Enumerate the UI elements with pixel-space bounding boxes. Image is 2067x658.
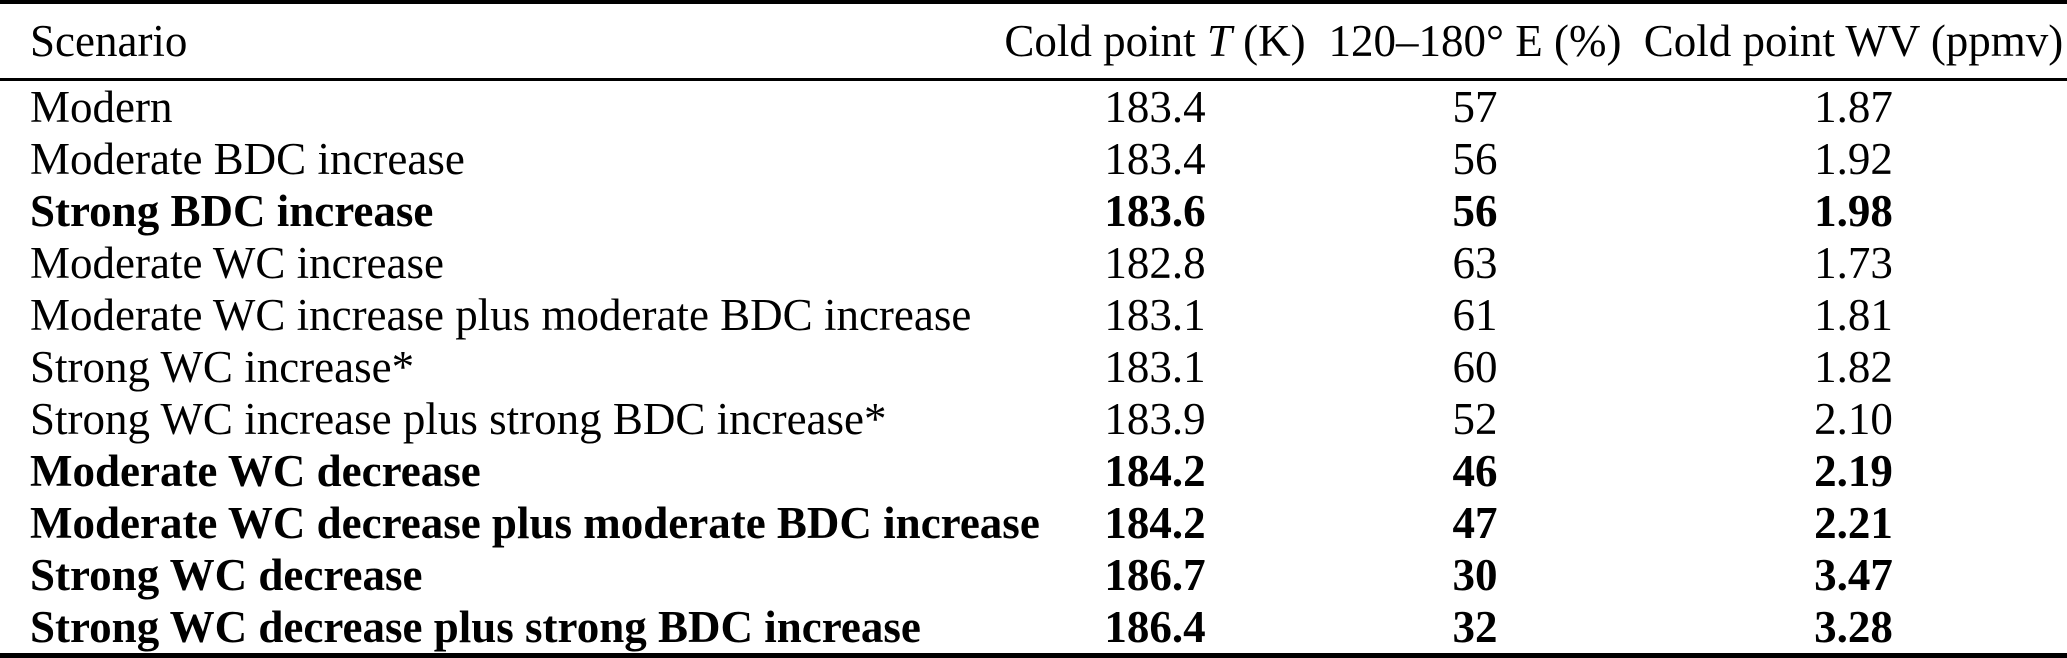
wv-ppmv-cell: 1.92 — [1814, 134, 1893, 184]
band-pct-cell: 60 — [1452, 342, 1498, 392]
table-row: Moderate BDC increase 183.4 56 1.92 — [0, 133, 2067, 185]
table-row: Moderate WC decrease 184.2 46 2.19 — [0, 445, 2067, 497]
table-body: Modern 183.4 57 1.87 Moderate BDC increa… — [0, 80, 2067, 656]
scenario-cell: Strong WC increase plus strong BDC incre… — [30, 394, 887, 444]
band-pct-cell: 63 — [1452, 238, 1498, 288]
cold-point-t-cell: 186.4 — [1104, 602, 1206, 652]
cold-point-t-cell: 183.4 — [1104, 82, 1206, 132]
table-row: Strong WC decrease plus strong BDC incre… — [0, 601, 2067, 656]
cold-point-t-cell: 183.1 — [1104, 342, 1206, 392]
header-row: Scenario Cold point T (K) 120–180° E (%)… — [0, 2, 2067, 81]
wv-ppmv-cell: 2.10 — [1814, 394, 1893, 444]
cold-point-t-cell: 183.1 — [1104, 290, 1206, 340]
table-row: Modern 183.4 57 1.87 — [0, 80, 2067, 134]
wv-ppmv-cell: 2.21 — [1814, 498, 1893, 548]
table-row: Moderate WC increase 182.8 63 1.73 — [0, 237, 2067, 289]
cold-point-t-cell: 184.2 — [1104, 446, 1206, 496]
cold-point-t-cell: 186.7 — [1104, 550, 1206, 600]
cold-point-t-cell: 183.4 — [1104, 134, 1206, 184]
table-row: Moderate WC increase plus moderate BDC i… — [0, 289, 2067, 341]
scenario-cell: Moderate WC increase — [30, 238, 444, 288]
header-text: (K) — [1231, 16, 1306, 66]
cold-point-t-cell: 183.9 — [1104, 394, 1206, 444]
table-header: Scenario Cold point T (K) 120–180° E (%)… — [0, 2, 2067, 81]
scenario-cell: Strong WC increase* — [30, 342, 415, 392]
cold-point-t-cell: 184.2 — [1104, 498, 1206, 548]
scenario-cell: Moderate WC decrease plus moderate BDC i… — [30, 498, 1040, 548]
table-row: Strong WC increase* 183.1 60 1.82 — [0, 341, 2067, 393]
band-pct-cell: 46 — [1452, 446, 1498, 496]
wv-ppmv-cell: 3.47 — [1814, 550, 1893, 600]
wv-ppmv-cell: 1.81 — [1814, 290, 1893, 340]
scenario-cell: Strong BDC increase — [30, 186, 434, 236]
band-pct-cell: 56 — [1452, 186, 1498, 236]
wv-ppmv-cell: 1.73 — [1814, 238, 1893, 288]
scenario-cell: Moderate WC increase plus moderate BDC i… — [30, 290, 972, 340]
math-variable-t: T — [1206, 16, 1232, 66]
band-pct-cell: 47 — [1452, 498, 1498, 548]
wv-ppmv-cell: 2.19 — [1814, 446, 1893, 496]
wv-ppmv-cell: 1.82 — [1814, 342, 1893, 392]
band-pct-cell: 32 — [1452, 602, 1498, 652]
band-pct-cell: 56 — [1452, 134, 1498, 184]
table-row: Strong WC increase plus strong BDC incre… — [0, 393, 2067, 445]
column-header-cold-point-wv: Cold point WV (ppmv) — [1640, 2, 2067, 81]
column-header-cold-point-t: Cold point T (K) — [1000, 2, 1310, 81]
band-pct-cell: 52 — [1452, 394, 1498, 444]
scenario-cell: Moderate WC decrease — [30, 446, 481, 496]
wv-ppmv-cell: 3.28 — [1814, 602, 1893, 652]
wv-ppmv-cell: 1.98 — [1814, 186, 1893, 236]
scenario-cell: Strong WC decrease plus strong BDC incre… — [30, 602, 921, 652]
scenario-cell: Moderate BDC increase — [30, 134, 465, 184]
band-pct-cell: 57 — [1452, 82, 1498, 132]
band-pct-cell: 30 — [1452, 550, 1498, 600]
wv-ppmv-cell: 1.87 — [1814, 82, 1893, 132]
cold-point-t-cell: 182.8 — [1104, 238, 1206, 288]
table-row: Strong WC decrease 186.7 30 3.47 — [0, 549, 2067, 601]
column-header-longitude-band: 120–180° E (%) — [1310, 2, 1640, 81]
scenario-cell: Strong WC decrease — [30, 550, 423, 600]
header-text: Cold point — [1004, 16, 1207, 66]
scenario-cell: Modern — [30, 82, 173, 132]
cold-point-t-cell: 183.6 — [1104, 186, 1206, 236]
column-header-scenario: Scenario — [0, 2, 1000, 81]
table-row: Moderate WC decrease plus moderate BDC i… — [0, 497, 2067, 549]
table-row: Strong BDC increase 183.6 56 1.98 — [0, 185, 2067, 237]
band-pct-cell: 61 — [1452, 290, 1498, 340]
